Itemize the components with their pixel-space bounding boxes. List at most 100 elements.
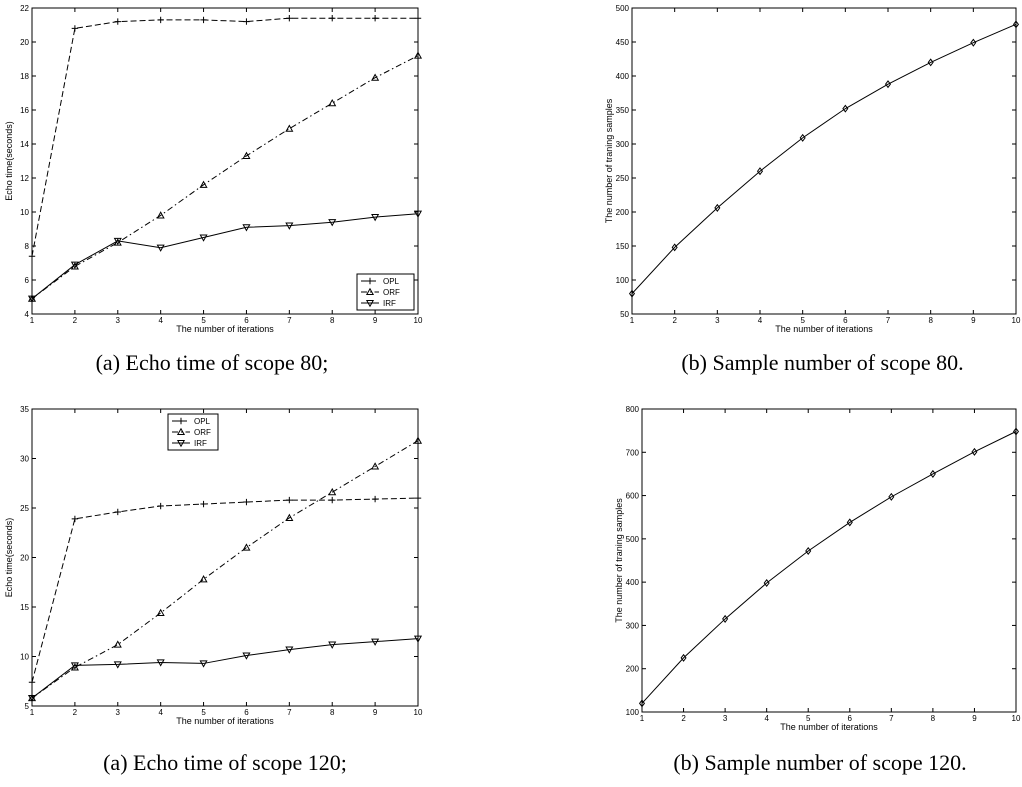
data-point <box>371 638 380 646</box>
x-axis-label: The number of iterations <box>176 716 274 726</box>
x-tick-label: 8 <box>931 714 936 723</box>
x-tick-label: 4 <box>158 708 163 717</box>
legend-marker <box>176 427 186 436</box>
data-point <box>242 151 251 159</box>
data-point <box>285 124 294 132</box>
x-tick-label: 7 <box>287 316 292 325</box>
data-point <box>799 133 806 142</box>
series-line <box>31 55 419 300</box>
data-point <box>371 15 379 22</box>
data-point <box>285 646 294 654</box>
x-tick-label: 3 <box>116 316 121 325</box>
x-tick-label: 3 <box>715 316 720 325</box>
y-tick-label: 50 <box>620 310 629 319</box>
data-point <box>328 98 337 107</box>
data-point <box>756 167 764 176</box>
data-point <box>371 73 380 81</box>
y-tick-label: 16 <box>20 106 29 115</box>
data-point <box>71 515 79 523</box>
y-tick-label: 5 <box>25 702 30 711</box>
plot-frame <box>631 7 1017 315</box>
x-tick-label: 9 <box>373 316 378 325</box>
data-point <box>371 214 380 222</box>
x-tick-label: 1 <box>640 714 645 723</box>
series-irf <box>27 635 423 703</box>
x-tick-label: 3 <box>116 708 121 717</box>
y-tick-label: 150 <box>616 242 630 251</box>
x-tick-label: 5 <box>800 316 805 325</box>
y-tick-label: 18 <box>20 72 29 81</box>
data-point <box>199 575 208 583</box>
x-tick-label: 6 <box>843 316 848 325</box>
data-point <box>199 234 208 242</box>
series-opl <box>28 15 422 260</box>
legend-marker <box>365 299 375 308</box>
data-point <box>680 653 687 662</box>
y-tick-label: 20 <box>20 38 29 47</box>
series-line <box>31 638 419 699</box>
y-tick-label: 800 <box>626 405 640 414</box>
data-point <box>888 492 895 501</box>
data-point <box>156 244 165 252</box>
data-point <box>285 222 294 230</box>
data-point <box>71 25 79 32</box>
plot-frame <box>641 408 1017 713</box>
data-point <box>328 219 337 227</box>
y-tick-label: 600 <box>626 492 640 501</box>
data-point <box>329 15 336 22</box>
data-point <box>27 295 37 303</box>
x-tick-label: 5 <box>201 316 206 325</box>
x-axis-label: The number of iterations <box>176 324 274 334</box>
y-tick-label: 12 <box>20 174 29 183</box>
x-tick-label: 6 <box>848 714 853 723</box>
x-tick-label: 10 <box>414 316 423 325</box>
x-tick-label: 10 <box>1012 714 1021 723</box>
y-axis-label: The number of traning samples <box>604 98 614 223</box>
data-point <box>371 462 380 470</box>
data-point <box>286 15 293 22</box>
x-tick-label: 6 <box>244 708 249 717</box>
x-tick-label: 1 <box>30 708 35 717</box>
data-point <box>199 180 208 188</box>
data-point <box>156 211 165 219</box>
data-point <box>286 496 293 504</box>
x-tick-label: 3 <box>723 714 728 723</box>
data-point <box>114 508 121 516</box>
data-point <box>371 495 379 503</box>
data-point <box>114 18 121 25</box>
series-orf <box>27 436 423 702</box>
x-tick-label: 7 <box>889 714 894 723</box>
legend-marker <box>366 277 374 285</box>
y-tick-label: 100 <box>626 708 640 717</box>
x-tick-label: 4 <box>758 316 763 325</box>
y-tick-label: 20 <box>20 554 29 563</box>
x-tick-label: 4 <box>764 714 769 723</box>
y-tick-label: 250 <box>616 174 630 183</box>
x-tick-label: 4 <box>158 316 163 325</box>
y-tick-label: 4 <box>25 310 30 319</box>
y-tick-label: 6 <box>25 276 30 285</box>
x-tick-label: 6 <box>244 316 249 325</box>
data-point <box>242 543 251 551</box>
data-point <box>413 436 423 444</box>
x-tick-label: 8 <box>928 316 933 325</box>
series-orf <box>27 51 423 302</box>
data-point <box>414 15 422 22</box>
x-tick-label: 10 <box>414 708 423 717</box>
data-point <box>113 237 122 246</box>
legend-label: ORF <box>194 428 211 437</box>
y-tick-label: 22 <box>20 4 29 13</box>
y-tick-label: 500 <box>626 535 640 544</box>
y-tick-label: 500 <box>616 4 630 13</box>
y-tick-label: 350 <box>616 106 630 115</box>
series-line <box>31 440 419 699</box>
y-tick-label: 300 <box>626 621 640 630</box>
y-tick-label: 15 <box>20 603 29 612</box>
legend: OPL ORF IRF <box>167 413 219 451</box>
chart-3: 1 2 3 4 5 6 7 8 9 10 5 10 15 20 25 30 35 The number of it… <box>4 405 423 726</box>
x-tick-label: 7 <box>287 708 292 717</box>
data-point <box>199 660 208 668</box>
data-point <box>970 38 977 47</box>
data-point <box>628 289 636 298</box>
